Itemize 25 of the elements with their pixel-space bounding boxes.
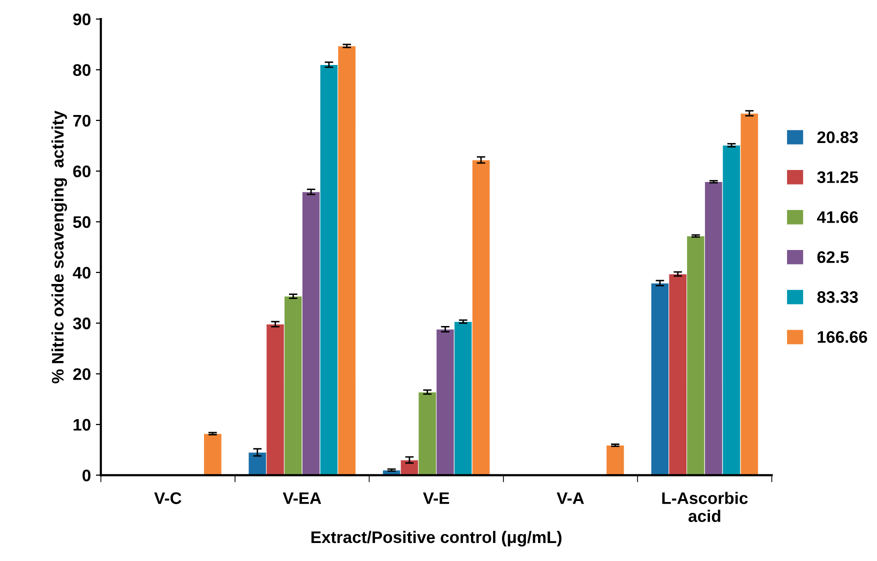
x-tick-label: V-EA	[282, 492, 322, 504]
y-tick-label: 80	[73, 64, 90, 76]
y-tick-label: 30	[72, 318, 90, 330]
x-axis-title: Extract/Positive control (μg/mL)	[311, 530, 562, 546]
legend-label: 31.25	[817, 171, 858, 184]
y-tick-label: 40	[72, 266, 90, 279]
x-tick-label: V-C	[154, 492, 182, 504]
legend-label: 83.33	[817, 291, 858, 303]
bar	[606, 444, 624, 476]
y-axis-title: % Nitric oxide scavenging activity	[51, 110, 68, 384]
y-tick-label: 50	[73, 216, 90, 228]
bar	[203, 433, 222, 476]
x-tick-label: L-Ascorbic acid	[662, 492, 748, 522]
legend-label: 41.66	[817, 211, 858, 224]
legend-label: 20.83	[817, 131, 858, 144]
legend-label: 166.66	[818, 331, 868, 343]
y-tick-label: 60	[73, 166, 90, 178]
x-tick-label: V-E	[422, 492, 450, 504]
y-tick-label: 90	[73, 13, 90, 26]
y-tick-label: 20	[73, 368, 90, 380]
y-tick-label: 10	[74, 418, 90, 431]
legend-label: 62.5	[817, 251, 849, 263]
y-tick-label: 70	[73, 114, 90, 127]
x-tick-label: V-A	[556, 492, 584, 504]
y-tick-label: 0	[82, 470, 90, 482]
